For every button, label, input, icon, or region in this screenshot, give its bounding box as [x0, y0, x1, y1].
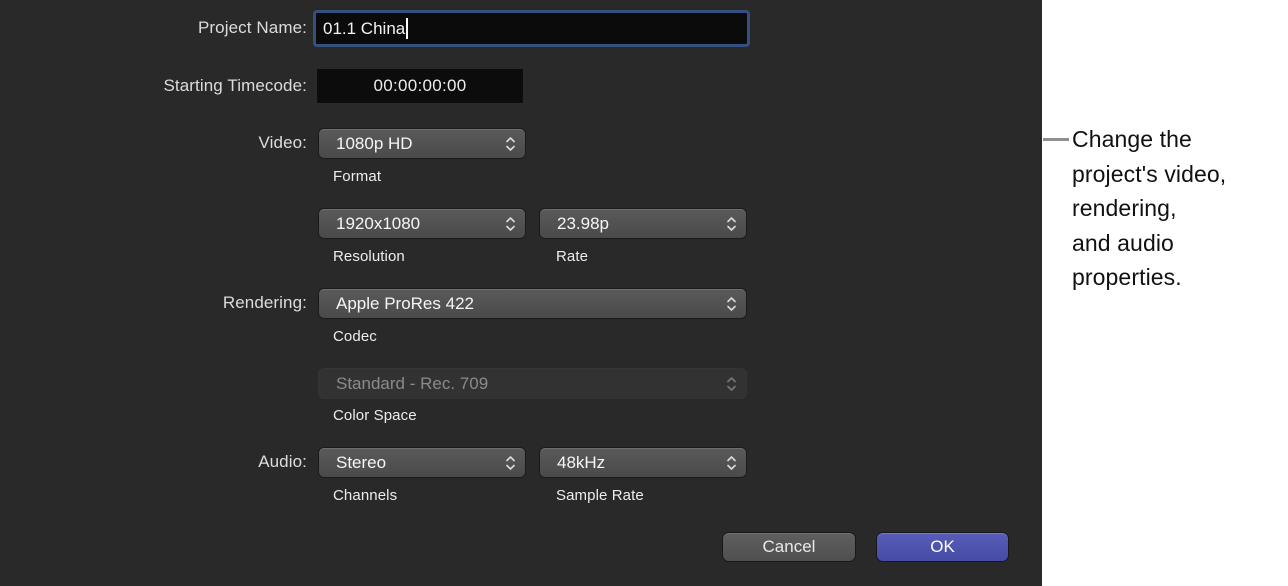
audio-sample-rate-value: 48kHz [557, 452, 606, 472]
audio-channels-value: Stereo [336, 452, 387, 472]
rendering-color-space-select: Standard - Rec. 709 [319, 369, 746, 398]
chevron-updown-icon [505, 215, 516, 233]
chevron-updown-icon [726, 454, 737, 472]
rendering-label: Rendering: [222, 293, 307, 312]
video-resolution-value: 1920x1080 [336, 213, 421, 233]
video-resolution-select[interactable]: 1920x1080 [319, 209, 525, 238]
chevron-updown-icon [726, 375, 737, 393]
chevron-updown-icon [726, 215, 737, 233]
ok-button[interactable]: OK [877, 533, 1008, 561]
color-space-caption: Color Space [333, 407, 417, 424]
format-caption: Format [333, 168, 382, 185]
project-settings-dialog: Project Name: 01.1 China Starting Timeco… [0, 0, 1042, 586]
project-name-label: Project Name: [197, 18, 307, 37]
annotation-text: Change the project's video, rendering, a… [1072, 126, 1227, 290]
audio-sample-rate-select[interactable]: 48kHz [540, 448, 746, 477]
chevron-updown-icon [505, 454, 516, 472]
video-label: Video: [258, 133, 307, 152]
codec-caption: Codec [333, 328, 377, 345]
rendering-codec-select[interactable]: Apple ProRes 422 [319, 289, 746, 318]
sample-rate-caption: Sample Rate [556, 487, 644, 504]
video-format-select[interactable]: 1080p HD [319, 129, 525, 158]
project-name-value: 01.1 China [323, 18, 406, 38]
chevron-updown-icon [726, 295, 737, 313]
rendering-codec-value: Apple ProRes 422 [336, 293, 474, 313]
audio-label: Audio: [258, 452, 307, 471]
resolution-caption: Resolution [333, 248, 405, 265]
chevron-updown-icon [505, 135, 516, 153]
video-rate-value: 23.98p [557, 213, 609, 233]
starting-timecode-label: Starting Timecode: [163, 76, 307, 95]
cancel-button[interactable]: Cancel [723, 533, 855, 561]
video-format-value: 1080p HD [336, 133, 413, 153]
audio-channels-select[interactable]: Stereo [319, 448, 525, 477]
callout-line [1043, 138, 1069, 141]
text-caret [406, 18, 409, 39]
starting-timecode-field[interactable]: 00:00:00:00 [317, 69, 523, 103]
project-name-input[interactable]: 01.1 China [313, 10, 750, 47]
video-rate-select[interactable]: 23.98p [540, 209, 746, 238]
rate-caption: Rate [556, 248, 589, 265]
rendering-color-space-value: Standard - Rec. 709 [336, 373, 489, 393]
starting-timecode-value: 00:00:00:00 [373, 76, 467, 95]
channels-caption: Channels [333, 487, 398, 504]
